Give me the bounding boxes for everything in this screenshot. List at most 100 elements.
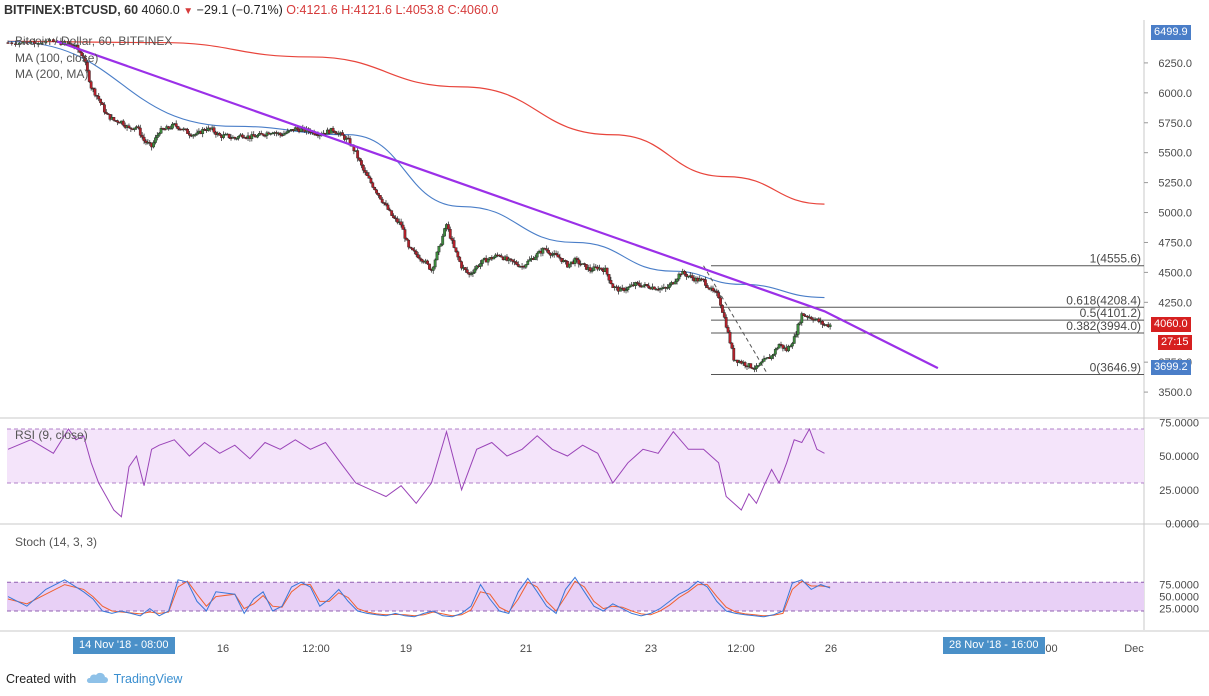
candle-body (201, 128, 205, 134)
candle-body (171, 123, 174, 129)
candle-body (749, 363, 753, 369)
candle-body (431, 266, 435, 271)
candle-body (690, 275, 694, 279)
candle-body (341, 132, 344, 136)
stoch-label[interactable]: Stoch (14, 3, 3) (15, 535, 98, 549)
candle-body (163, 128, 167, 131)
candle-body (545, 248, 549, 251)
candle-body (454, 247, 458, 252)
rsi-label[interactable]: RSI (9, close) (15, 428, 88, 442)
candle-body (550, 254, 554, 256)
candle-body (367, 175, 371, 179)
candle-body (524, 264, 528, 268)
candle-body (142, 136, 146, 142)
candle-body (547, 250, 550, 254)
candle-body (558, 256, 562, 259)
ma200-legend[interactable]: MA (200, MA) (15, 67, 89, 81)
candle-body (433, 259, 437, 268)
tradingview-cloud-icon[interactable] (86, 670, 108, 690)
candle-body (541, 248, 545, 254)
candle-body (169, 128, 172, 130)
candle-body (390, 210, 394, 216)
candle-body (405, 238, 409, 241)
candle-body (112, 117, 116, 121)
candle-body (244, 137, 248, 139)
candle-body (719, 297, 722, 306)
candle-body (375, 189, 378, 194)
candle-body (475, 265, 479, 270)
candle-body (176, 126, 180, 130)
candle-body (48, 39, 51, 42)
candle-body (685, 274, 688, 277)
candle-body (492, 256, 496, 260)
candle-body (240, 134, 244, 138)
end-time-tag: 28 Nov '18 - 16:00 (943, 637, 1045, 654)
created-with-label: Created with (6, 672, 77, 686)
candle-body (549, 252, 552, 256)
candle-body (84, 57, 87, 63)
candle-body (256, 135, 259, 138)
candle-body (798, 322, 802, 325)
candle-body (360, 160, 363, 166)
candle-body (288, 130, 292, 132)
time-tick-label: 26 (825, 643, 837, 655)
candle-body (121, 120, 125, 126)
candle-body (554, 253, 558, 255)
candle-body (515, 261, 518, 265)
candle-body (388, 209, 392, 211)
candle-body (395, 218, 399, 223)
fib-level-label: 1(4555.6) (1090, 252, 1141, 266)
candle-body (499, 255, 503, 258)
candle-body (93, 88, 97, 96)
candle-body (411, 247, 414, 251)
candle-body (159, 127, 163, 134)
candle-body (452, 240, 456, 248)
candle-body (743, 362, 747, 367)
candle-body (728, 331, 732, 344)
candle-body (732, 348, 736, 361)
candle-body (212, 127, 216, 133)
candle-body (806, 315, 809, 318)
tradingview-brand[interactable]: TradingView (113, 672, 183, 686)
ma100-legend[interactable]: MA (100, close) (15, 51, 99, 65)
candle-body (577, 259, 581, 265)
candle-body (67, 41, 70, 44)
candle-body (116, 120, 120, 123)
candle-body (446, 224, 450, 230)
time-tick-label: 12:00 (727, 643, 755, 655)
candle-body (526, 260, 530, 265)
candle-body (758, 362, 762, 366)
candle-body (235, 138, 239, 140)
rsi-band (7, 429, 1144, 483)
candle-body (161, 127, 165, 130)
price-tick-label: 3500.0 (1158, 387, 1192, 399)
candle-body (157, 133, 161, 136)
candle-body (465, 269, 469, 273)
candle-body (660, 287, 664, 290)
candle-body (365, 172, 369, 176)
candle-body (796, 323, 800, 335)
candle-body (773, 349, 777, 355)
stoch-tick-label: 50.0000 (1159, 592, 1199, 604)
candle-body (154, 137, 157, 143)
candle-body (250, 134, 254, 139)
candle-body (721, 305, 724, 313)
candle-body (789, 345, 792, 348)
candle-body (677, 273, 681, 280)
candle-body (14, 43, 17, 45)
fib-level-label: 0(3646.9) (1090, 361, 1141, 375)
candle-body (33, 41, 36, 45)
candle-body (753, 368, 756, 370)
candle-body (441, 235, 445, 245)
candle-body (299, 128, 303, 132)
candle-body (611, 283, 615, 288)
candle-body (480, 259, 484, 264)
candle-body (772, 354, 775, 356)
candle-body (284, 132, 288, 135)
price-tick-label: 6000.0 (1158, 88, 1192, 100)
candle-body (186, 129, 189, 134)
candle-body (437, 245, 441, 253)
stoch-k-line (7, 576, 831, 618)
candle-body (590, 270, 594, 272)
